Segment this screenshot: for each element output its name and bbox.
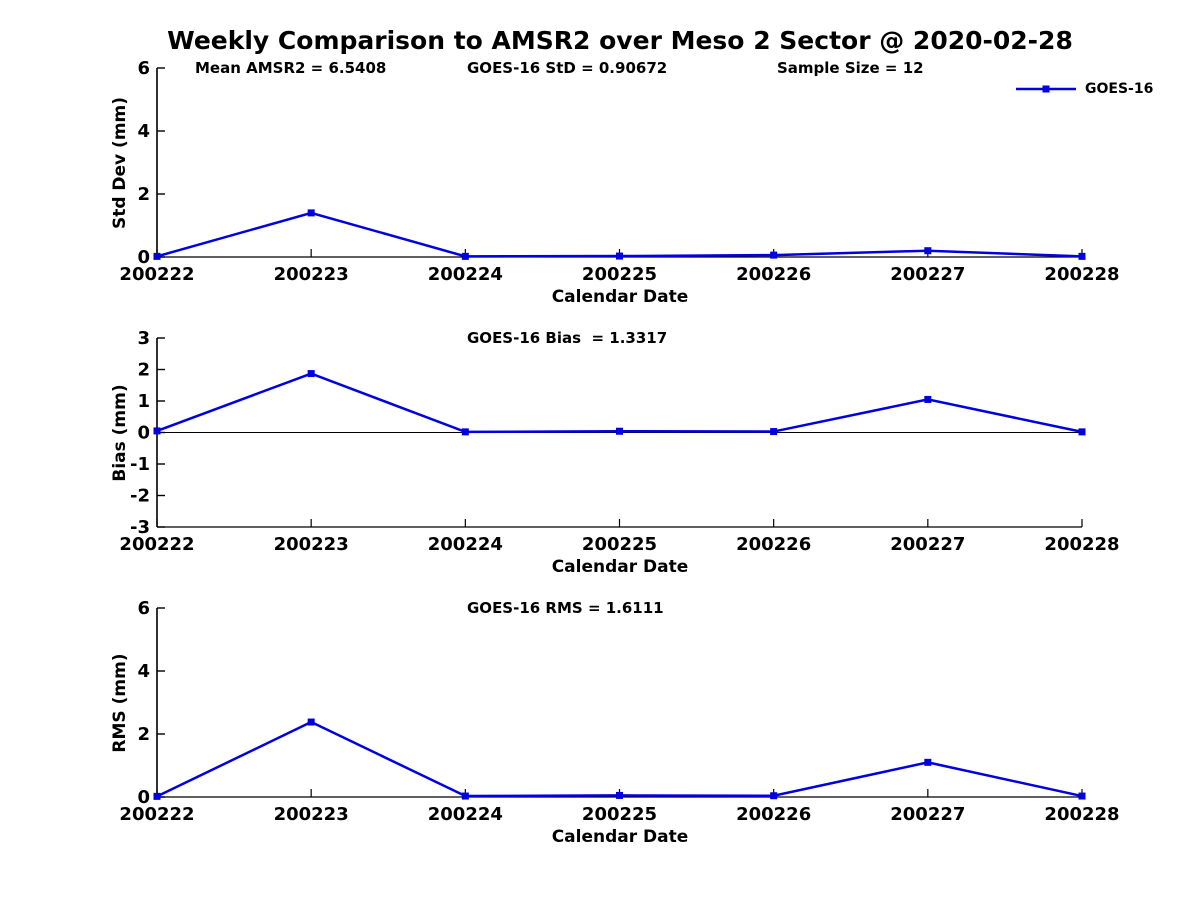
legend-marker-icon	[1042, 85, 1050, 93]
y-tick-label: 0	[137, 247, 150, 268]
series-line	[156, 720, 1083, 798]
data-point-marker	[770, 428, 778, 436]
x-tick-label: 200223	[274, 804, 349, 825]
x-tick-label: 200224	[428, 804, 503, 825]
data-point-marker	[770, 251, 778, 259]
data-point-marker	[1078, 428, 1086, 436]
x-tick-label: 200228	[1044, 264, 1119, 285]
x-tick-label: 200222	[119, 534, 194, 555]
x-tick-label: 200224	[428, 264, 503, 285]
annotation-goes16-std: GOES-16 StD = 0.90672	[467, 59, 668, 77]
data-point-marker	[461, 428, 469, 436]
x-tick-label: 200228	[1044, 534, 1119, 555]
x-axis-label-middle: Calendar Date	[551, 557, 689, 577]
x-tick-label: 200225	[582, 264, 657, 285]
data-point-marker	[1078, 792, 1086, 800]
data-point-marker	[307, 209, 315, 217]
y-tick-label: 3	[137, 328, 150, 349]
x-tick-label: 200227	[890, 534, 965, 555]
annotation-goes16-rms: GOES-16 RMS = 1.6111	[467, 599, 664, 617]
x-tick-label: 200222	[119, 804, 194, 825]
y-tick-label: 0	[137, 787, 150, 808]
x-tick-label: 200226	[736, 804, 811, 825]
x-tick-label: 200225	[582, 804, 657, 825]
x-tick-label: 200224	[428, 534, 503, 555]
data-point-marker	[153, 792, 161, 800]
x-tick-label: 200227	[890, 264, 965, 285]
data-point-marker	[1078, 252, 1086, 260]
x-tick-label: 200228	[1044, 804, 1119, 825]
x-tick-label: 200226	[736, 264, 811, 285]
y-tick-label: 4	[137, 661, 150, 682]
y-tick-label: 1	[137, 391, 150, 412]
data-point-marker	[153, 252, 161, 260]
data-point-marker	[924, 247, 932, 255]
x-tick-label: 200223	[274, 264, 349, 285]
data-point-marker	[924, 758, 932, 766]
data-point-marker	[461, 792, 469, 800]
data-point-marker	[616, 791, 623, 799]
annotation-goes16-bias: GOES-16 Bias = 1.3317	[467, 329, 668, 347]
x-axis-label-bottom: Calendar Date	[551, 827, 689, 847]
y-tick-label: 2	[137, 184, 150, 205]
data-point-marker	[307, 370, 315, 378]
y-tick-label: -3	[130, 517, 150, 538]
y-tick-label: -2	[130, 486, 150, 507]
data-point-marker	[461, 252, 469, 260]
y-tick-label: 0	[137, 423, 150, 444]
x-tick-label: 200223	[274, 534, 349, 555]
data-point-marker	[924, 395, 932, 403]
x-tick-label: 200227	[890, 804, 965, 825]
x-tick-label: 200226	[736, 534, 811, 555]
y-tick-label: 6	[137, 58, 150, 79]
annotation-mean-amsr2: Mean AMSR2 = 6.5408	[195, 59, 387, 77]
x-tick-label: 200225	[582, 534, 657, 555]
y-tick-label: -1	[130, 454, 150, 475]
data-point-marker	[616, 252, 623, 260]
legend-series-label: GOES-16	[1085, 81, 1154, 97]
y-tick-label: 6	[137, 598, 150, 619]
data-point-marker	[770, 792, 778, 800]
figure-title: Weekly Comparison to AMSR2 over Meso 2 S…	[167, 26, 1073, 55]
x-tick-label: 200222	[119, 264, 194, 285]
y-tick-label: 4	[137, 121, 150, 142]
data-point-marker	[616, 427, 623, 435]
legend: GOES-16	[1015, 82, 1153, 96]
series-line	[156, 372, 1083, 434]
data-point-marker	[153, 427, 161, 435]
y-tick-label: 2	[137, 724, 150, 745]
x-axis-label-top: Calendar Date	[551, 287, 689, 307]
annotation-sample-size: Sample Size = 12	[777, 59, 924, 77]
y-tick-label: 2	[137, 360, 150, 381]
legend-line-sample	[1016, 85, 1076, 93]
data-point-marker	[307, 718, 315, 726]
